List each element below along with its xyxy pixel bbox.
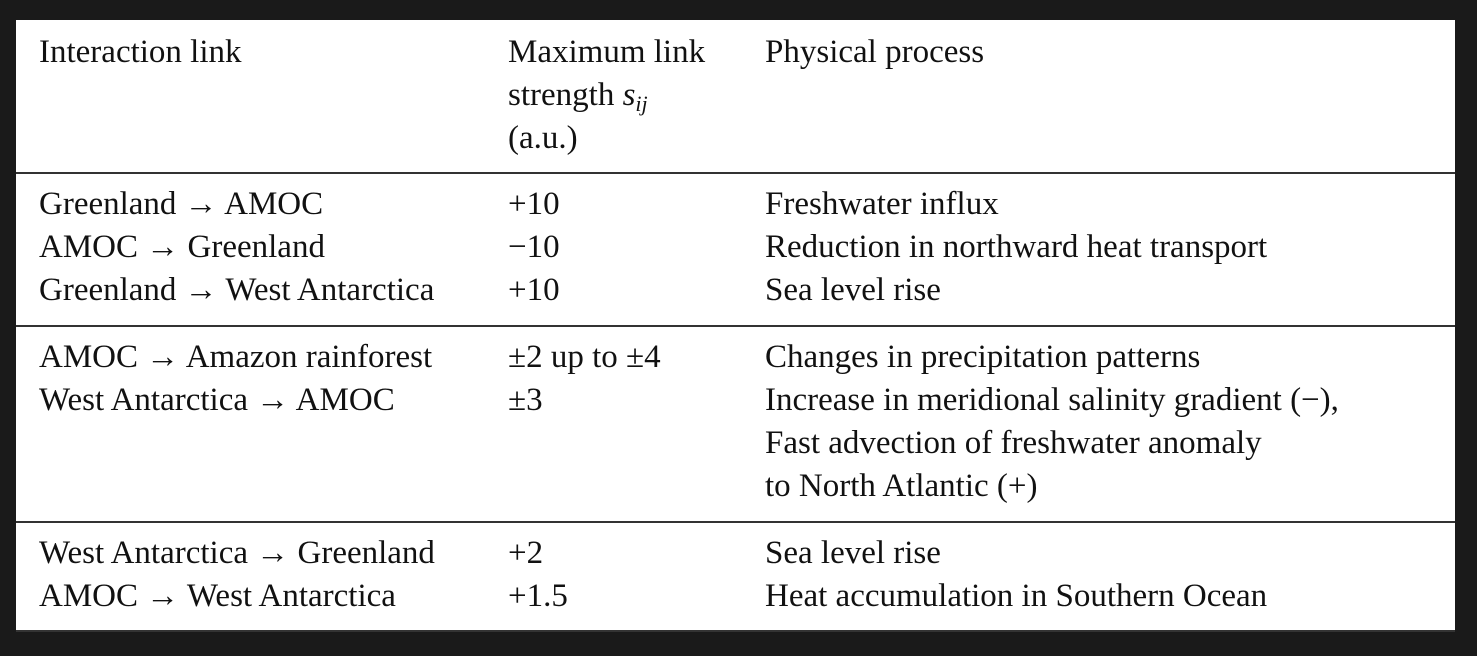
table-cell-process: to North Atlantic (+) [765, 468, 1038, 504]
rule-group1 [16, 325, 1455, 327]
table-cell-process: Reduction in northward heat transport [765, 229, 1268, 265]
table-cell-process: Sea level rise [765, 272, 941, 308]
table-cell-process: Heat accumulation in Southern Ocean [765, 578, 1268, 614]
header-max-link-strength: Maximum link strength sij (a.u.) [508, 31, 705, 160]
table-cell-strength: +10 [508, 186, 560, 222]
header-strength-line3: (a.u.) [508, 120, 578, 156]
table-cell-strength: ±3 [508, 382, 543, 418]
group1-processes: Freshwater influx Reduction in northward… [765, 183, 1267, 312]
group3-links: West Antarctica → Greenland AMOC → West … [39, 532, 435, 618]
table-cell-strength: +10 [508, 272, 560, 308]
group3-processes: Sea level rise Heat accumulation in Sout… [765, 532, 1267, 618]
strength-symbol: s [622, 77, 636, 113]
group1-strengths: +10 −10 +10 [508, 183, 560, 312]
group2-strengths: ±2 up to ±4 ±3 [508, 336, 661, 422]
rule-bottom [16, 630, 1455, 632]
table-cell-process: Changes in precipitation patterns [765, 339, 1201, 375]
group3-strengths: +2 +1.5 [508, 532, 568, 618]
rule-group2 [16, 521, 1455, 523]
table-cell-process: Freshwater influx [765, 186, 999, 222]
table-cell-link: West Antarctica → Greenland [39, 535, 435, 571]
table-cell-link: AMOC → Greenland [39, 229, 325, 265]
table-cell-strength: −10 [508, 229, 560, 265]
table-cell-strength: ±2 up to ±4 [508, 339, 661, 375]
table-cell-link: AMOC → West Antarctica [39, 578, 396, 614]
table-cell-link: Greenland → West Antarctica [39, 272, 435, 308]
table-cell-link: AMOC → Amazon rainforest [39, 339, 433, 375]
table-cell-process: Increase in meridional salinity gradient… [765, 382, 1339, 418]
group2-links: AMOC → Amazon rainforest West Antarctica… [39, 336, 432, 422]
table-cell-strength: +2 [508, 535, 544, 571]
strength-subscript: ij [635, 91, 648, 116]
table-cell-link: Greenland → AMOC [39, 186, 324, 222]
header-strength-line1: Maximum link [508, 34, 706, 70]
table-cell-link: West Antarctica → AMOC [39, 382, 395, 418]
group2-processes: Changes in precipitation patterns Increa… [765, 336, 1339, 508]
table-cell-process: Sea level rise [765, 535, 941, 571]
header-strength-line2: strength sij [508, 77, 648, 116]
header-interaction-link: Interaction link [39, 34, 242, 70]
table-cell-strength: +1.5 [508, 578, 568, 614]
rule-header [16, 172, 1455, 174]
table-cell-process: Fast advection of freshwater anomaly [765, 425, 1262, 461]
group1-links: Greenland → AMOC AMOC → Greenland Greenl… [39, 183, 434, 312]
table: Interaction link Maximum link strength s… [16, 20, 1455, 632]
header-physical-process: Physical process [765, 34, 985, 70]
